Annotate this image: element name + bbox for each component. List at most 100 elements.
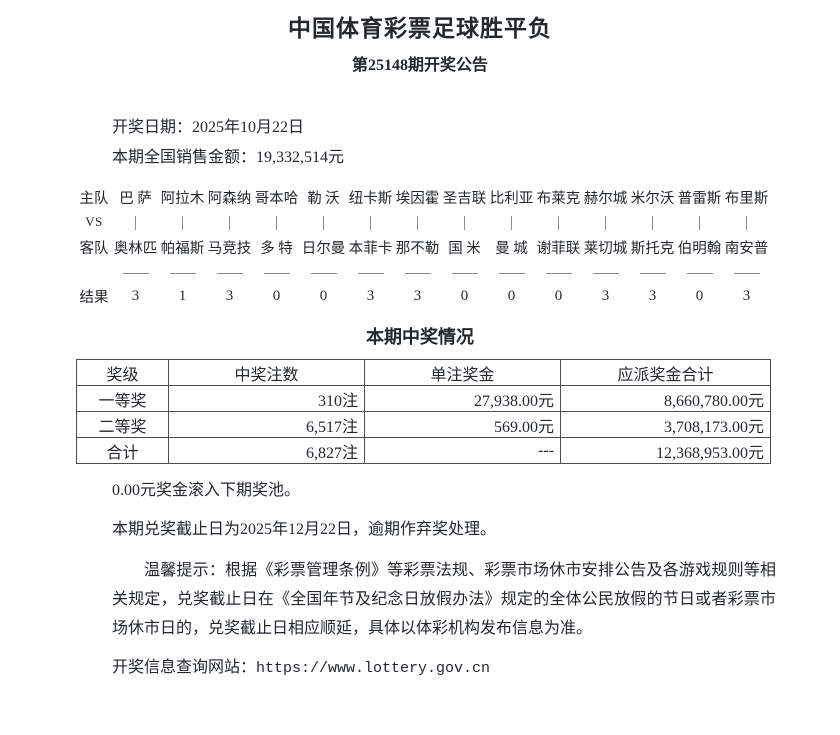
home-team-cell: 勒 沃 [307,190,340,207]
result-cell: 0 [507,287,516,304]
away-team-cell: 奥林匹 [113,240,158,257]
lottery-announcement-page: 中国体育彩票足球胜平负 第25148期开奖公告 开奖日期：2025年10月22日… [0,14,840,735]
result-row-label: 结果 [79,289,109,306]
table-row: 合计 6,827注 --- 12,368,953.00元 [76,437,771,464]
away-team-cell: 多 特 [260,240,293,257]
vs-row: VS [76,211,770,233]
result-cell: 0 [554,287,563,304]
separator-row-label [76,261,112,283]
prize-level: 一等奖 [76,385,169,412]
match-table-container: 主队 巴 萨 阿拉木 阿森纳 哥本哈 勒 沃 纽卡斯 埃因霍 圣吉联 比利亚 布… [0,183,840,309]
home-team-cell: 阿拉木 [160,190,205,207]
dash-separator-icon [347,261,394,283]
vs-divider-icon [206,211,253,233]
home-team-cell: 圣吉联 [442,190,487,207]
away-team-cell: 本菲卡 [348,240,393,257]
home-team-cell: 布莱克 [536,190,581,207]
result-cell: 3 [225,287,234,304]
result-cell: 0 [695,287,704,304]
prize-count: 6,827注 [168,437,365,464]
vs-divider-icon [300,211,347,233]
away-team-cell: 日尔曼 [301,240,346,257]
website-line: 开奖信息查询网站：https://www.lottery.gov.cn [112,653,776,683]
vs-divider-icon [347,211,394,233]
vs-divider-icon [723,211,770,233]
prize-single-amount: 27,938.00元 [364,385,561,412]
page-subtitle: 第25148期开奖公告 [351,57,488,74]
prize-total-amount: 8,660,780.00元 [560,385,771,412]
vs-divider-icon [112,211,159,233]
dash-separator-icon [582,261,629,283]
away-team-cell: 帕福斯 [160,240,205,257]
website-url[interactable]: https://www.lottery.gov.cn [256,660,491,677]
away-team-cell: 谢菲联 [536,240,581,257]
prize-total-amount: 12,368,953.00元 [560,437,771,464]
dash-separator-icon [394,261,441,283]
home-team-cell: 米尔沃 [630,190,675,207]
result-cell: 3 [648,287,657,304]
result-row: 结果 3 1 3 0 0 3 3 0 0 0 3 3 0 3 [76,283,770,309]
vs-divider-icon [394,211,441,233]
result-cell: 3 [413,287,422,304]
home-team-cell: 比利亚 [489,190,534,207]
dash-separator-icon [159,261,206,283]
prize-column-header-level: 奖级 [76,359,169,386]
prize-single-amount: --- [364,437,561,464]
away-team-cell: 曼 城 [495,240,528,257]
prize-count: 6,517注 [168,411,365,438]
vs-divider-icon [676,211,723,233]
home-team-cell: 赫尔城 [583,190,628,207]
prize-level: 二等奖 [76,411,169,438]
match-results-table: 主队 巴 萨 阿拉木 阿森纳 哥本哈 勒 沃 纽卡斯 埃因霍 圣吉联 比利亚 布… [76,183,770,309]
away-team-cell: 斯托克 [630,240,675,257]
home-team-cell: 普雷斯 [677,190,722,207]
dash-separator-icon [206,261,253,283]
dash-separator-icon [441,261,488,283]
prize-table-container: 奖级 中奖注数 单注奖金 应派奖金合计 一等奖 310注 27,938.00元 … [0,359,840,464]
draw-info-block: 开奖日期：2025年10月22日 本期全国销售金额：19,332,514元 [0,113,840,173]
away-team-cell: 那不勒 [395,240,440,257]
warm-reminder-note: 温馨提示：根据《彩票管理条例》等彩票法规、彩票市场休市安排公告及各游戏规则等相关… [112,562,776,637]
away-team-cell: 马竞技 [207,240,252,257]
result-cell: 3 [131,287,140,304]
vs-divider-icon [253,211,300,233]
page-title: 中国体育彩票足球胜平负 [288,16,552,41]
dash-separator-icon [488,261,535,283]
rollover-note: 0.00元奖金滚入下期奖池。 [112,482,301,499]
vs-divider-icon [488,211,535,233]
prize-column-header-count: 中奖注数 [168,359,365,386]
table-row: 一等奖 310注 27,938.00元 8,660,780.00元 [76,385,771,412]
away-team-row-label: 客队 [79,240,109,257]
prize-table-header-row: 奖级 中奖注数 单注奖金 应派奖金合计 [76,359,771,386]
table-row: 二等奖 6,517注 569.00元 3,708,173.00元 [76,411,771,438]
website-label: 开奖信息查询网站： [112,659,257,676]
home-team-cell: 纽卡斯 [348,190,393,207]
prize-count: 310注 [168,385,365,412]
sales-amount-value: 19,332,514元 [256,149,345,166]
result-cell: 0 [319,287,328,304]
home-team-row-label: 主队 [79,190,109,207]
home-team-cell: 巴 萨 [119,190,152,207]
vs-divider-icon [582,211,629,233]
result-cell: 3 [366,287,375,304]
home-team-cell: 阿森纳 [207,190,252,207]
result-cell: 0 [460,287,469,304]
vs-divider-icon [629,211,676,233]
result-cell: 3 [601,287,610,304]
dash-separator-icon [723,261,770,283]
away-team-cell: 国 米 [448,240,481,257]
draw-date-line: 开奖日期：2025年10月22日 [112,113,840,143]
away-team-cell: 莱切城 [583,240,628,257]
vs-divider-icon [535,211,582,233]
draw-date-value: 2025年10月22日 [192,119,305,136]
separator-row [76,261,770,283]
sales-amount-label: 本期全国销售金额： [112,149,257,166]
result-cell: 1 [178,287,187,304]
prize-total-amount: 3,708,173.00元 [560,411,771,438]
result-cell: 0 [272,287,281,304]
away-team-row: 客队 奥林匹 帕福斯 马竞技 多 特 日尔曼 本菲卡 那不勒 国 米 曼 城 谢… [76,233,770,261]
vs-divider-icon [159,211,206,233]
home-team-row: 主队 巴 萨 阿拉木 阿森纳 哥本哈 勒 沃 纽卡斯 埃因霍 圣吉联 比利亚 布… [76,183,770,211]
prize-level: 合计 [76,437,169,464]
result-cell: 3 [742,287,751,304]
